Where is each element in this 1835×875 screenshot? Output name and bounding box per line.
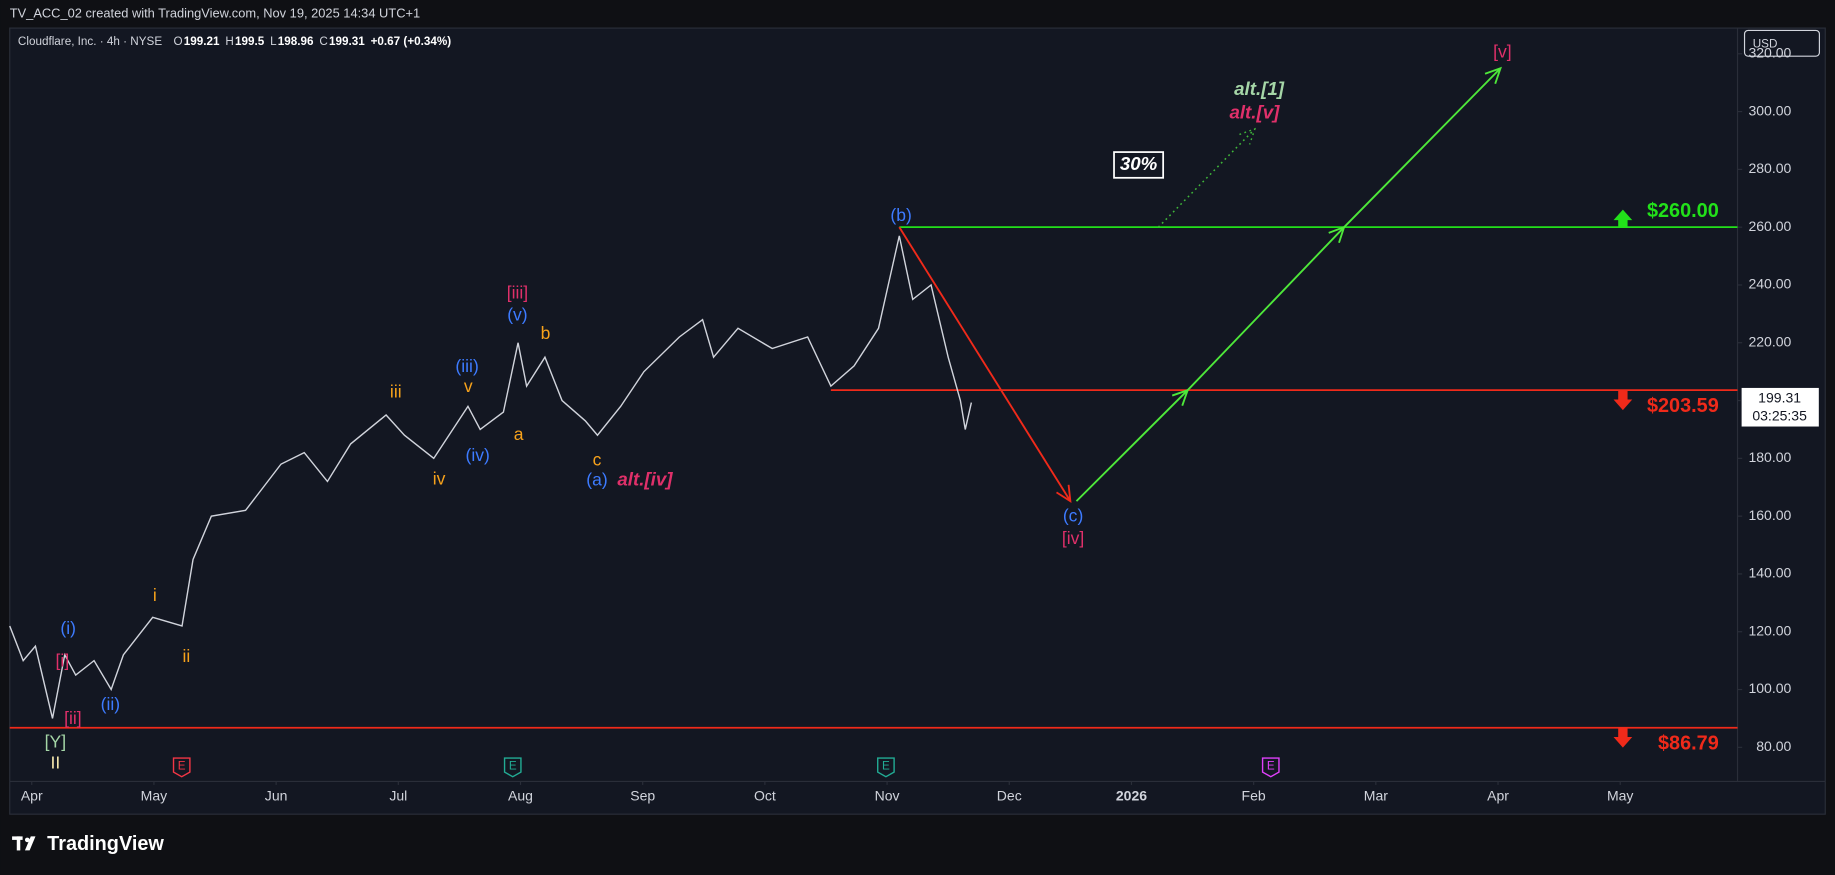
projection-arrowhead	[1328, 225, 1346, 244]
y-tick-label: 320.00	[1748, 44, 1791, 60]
ohlc-value: 199.31	[329, 35, 365, 48]
wave-label: II	[50, 753, 60, 773]
y-tick-label: 300.00	[1748, 102, 1791, 118]
label-box	[1113, 151, 1165, 179]
price-tag	[1740, 386, 1820, 428]
y-tick-label: 80.00	[1756, 738, 1791, 754]
ohlc-label: L	[270, 35, 277, 48]
event-marker	[172, 757, 191, 778]
price-tag-value: 199.31	[1758, 390, 1801, 406]
wave-label: alt.[1]	[1234, 78, 1285, 99]
event-label: E	[509, 759, 517, 772]
wave-label: iii	[390, 382, 402, 402]
projection	[1157, 128, 1256, 228]
event-label: E	[882, 759, 890, 772]
x-tick-label: Aug	[508, 787, 533, 803]
y-tick-label: 120.00	[1748, 622, 1791, 638]
price-line	[9, 235, 973, 719]
ohlc-value: 198.96	[278, 35, 314, 48]
wave-label: ii	[182, 646, 190, 666]
wave-label: (i)	[60, 618, 76, 638]
x-tick-label: May	[141, 787, 167, 803]
wave-label: [i]	[56, 651, 70, 671]
y-tick-label: 160.00	[1748, 507, 1791, 523]
wave-label: c	[593, 450, 602, 470]
projection	[1075, 67, 1502, 502]
wave-label: a	[514, 424, 524, 444]
y-tick-label: 220.00	[1748, 333, 1791, 349]
x-tick-label: Apr	[21, 787, 43, 803]
wave-label: alt.[iv]	[617, 469, 673, 490]
price-tag-countdown: 03:25:35	[1752, 407, 1807, 423]
chart-area	[9, 27, 1826, 815]
x-tick-label: Nov	[875, 787, 900, 803]
wave-label: iv	[433, 468, 446, 488]
wave-label: (v)	[507, 304, 527, 324]
wave-label: (b)	[890, 205, 911, 225]
wave-label: alt.[v]	[1229, 101, 1280, 122]
ohlc-label: H	[225, 35, 233, 48]
x-tick-label: May	[1607, 787, 1633, 803]
wave-label: [Y]	[45, 731, 66, 751]
wave-label: 30%	[1120, 153, 1158, 174]
level-arrow	[1613, 390, 1633, 411]
y-tick-label: 280.00	[1748, 160, 1791, 176]
wave-label: [iv]	[1062, 528, 1084, 548]
symbol: Cloudflare, Inc. · 4h · NYSE	[18, 35, 162, 48]
event-marker	[1261, 757, 1280, 778]
wave-label: (iv)	[465, 445, 489, 465]
event-label: E	[1267, 759, 1275, 772]
x-tick-label: Feb	[1242, 787, 1266, 803]
x-tick-label: Sep	[630, 787, 655, 803]
wave-label: (c)	[1063, 506, 1083, 526]
wave-label: (iii)	[455, 356, 478, 376]
projection	[898, 226, 1072, 502]
ohlc-label: O	[174, 35, 183, 48]
wave-label: v	[464, 376, 473, 396]
x-tick-label: Jun	[265, 787, 288, 803]
level-arrow	[1613, 209, 1633, 228]
wave-label: i	[153, 585, 157, 605]
projection-arrowhead	[1056, 484, 1072, 503]
event-marker	[503, 757, 522, 778]
event-label: E	[178, 759, 186, 772]
projection-arrowhead	[1239, 127, 1256, 145]
x-tick-label: Apr	[1487, 787, 1509, 803]
currency: USD	[1753, 38, 1778, 51]
wave-label: [ii]	[64, 708, 82, 728]
y-tick-label: 140.00	[1748, 565, 1791, 581]
projection-arrowhead	[1171, 388, 1190, 406]
caption: TV_ACC_02 created with TradingView.com, …	[10, 5, 420, 20]
currency-box[interactable]	[1743, 29, 1820, 57]
level-arrow	[1613, 727, 1633, 748]
projection-arrowhead	[1484, 66, 1502, 85]
brand-logo	[12, 836, 36, 851]
ohlc-value: 199.5	[235, 35, 265, 48]
x-tick-label: Dec	[997, 787, 1022, 803]
y-tick-label: 260.00	[1748, 218, 1791, 234]
wave-label: (ii)	[101, 694, 120, 714]
y-tick-label: 100.00	[1748, 680, 1791, 696]
wave-label: (a)	[586, 469, 607, 489]
level-label: $203.59	[1647, 395, 1719, 417]
ohlc-value: 199.21	[184, 35, 220, 48]
y-tick-label: 240.00	[1748, 276, 1791, 292]
y-tick-label: 180.00	[1748, 449, 1791, 465]
wave-label: [v]	[1493, 41, 1512, 61]
change: +0.67 (+0.34%)	[371, 35, 452, 48]
x-tick-label: 2026	[1116, 787, 1147, 803]
x-tick-label: Mar	[1364, 787, 1388, 803]
wave-label: b	[541, 323, 551, 343]
x-tick-label: Jul	[389, 787, 407, 803]
event-marker	[877, 757, 895, 778]
level-label: $86.79	[1658, 732, 1719, 754]
x-tick-label: Oct	[754, 787, 776, 803]
ohlc-label: C	[319, 35, 327, 48]
level-label: $260.00	[1647, 200, 1719, 222]
brand: TradingView	[47, 833, 164, 855]
wave-label: [iii]	[507, 282, 528, 302]
